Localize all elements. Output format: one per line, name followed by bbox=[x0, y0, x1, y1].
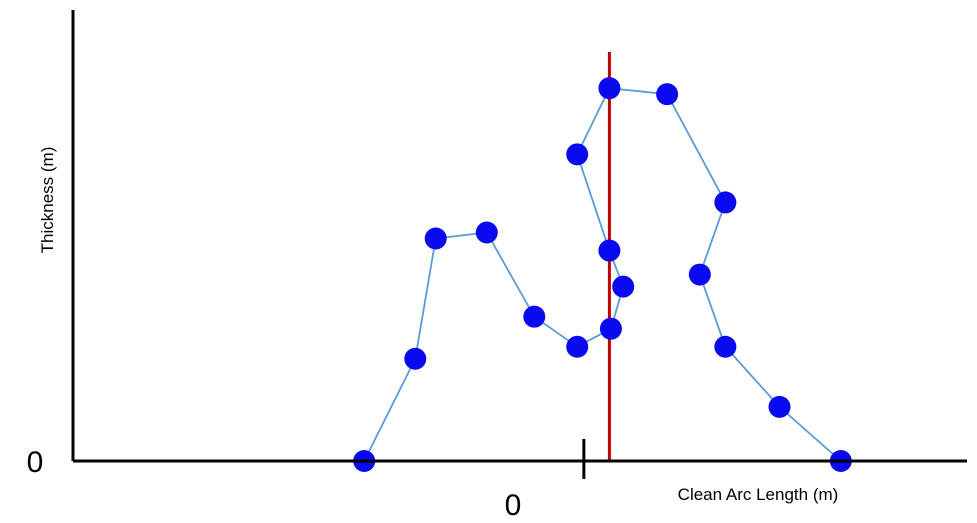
data-point bbox=[598, 239, 621, 262]
data-point bbox=[598, 77, 621, 100]
plot-area bbox=[353, 52, 852, 479]
data-point bbox=[566, 335, 589, 358]
data-point bbox=[523, 305, 546, 328]
y-tick-label: 0 bbox=[27, 446, 44, 479]
data-point bbox=[566, 143, 589, 166]
data-point bbox=[688, 263, 711, 286]
y-axis-label: Thickness (m) bbox=[38, 147, 57, 254]
data-point bbox=[714, 191, 737, 214]
data-point bbox=[714, 335, 737, 358]
data-point bbox=[768, 395, 791, 418]
x-axis-label: Clean Arc Length (m) bbox=[678, 485, 839, 504]
data-point bbox=[599, 317, 622, 340]
data-point bbox=[424, 227, 447, 250]
data-point bbox=[475, 221, 498, 244]
data-point bbox=[612, 275, 635, 298]
x-tick-label: 0 bbox=[505, 489, 522, 522]
data-point bbox=[656, 83, 679, 106]
data-point bbox=[404, 347, 427, 370]
